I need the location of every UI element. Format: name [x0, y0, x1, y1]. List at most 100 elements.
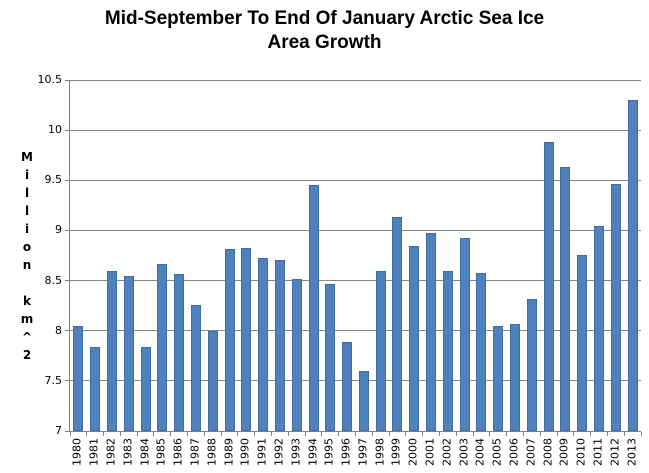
bar-1997: [358, 371, 369, 431]
gridline: [70, 79, 641, 81]
x-tick-label-2008: 2008: [541, 438, 555, 466]
gridline: [70, 129, 641, 131]
bar-2008: [543, 142, 554, 431]
bar-2010: [577, 255, 588, 431]
x-axis-tick: [539, 432, 541, 436]
bar-2001: [426, 233, 437, 431]
x-axis-tick: [338, 432, 340, 436]
x-axis-tick: [640, 432, 642, 436]
x-tick-label-2000: 2000: [406, 438, 420, 466]
y-axis-title-char: n: [22, 257, 32, 272]
bar-2007: [526, 299, 537, 431]
x-tick-label-1982: 1982: [104, 438, 118, 466]
x-axis-tick: [422, 432, 424, 436]
chart-title-line1: Mid-September To End Of January Arctic S…: [104, 8, 545, 29]
bar-1985: [157, 264, 168, 431]
x-tick-label-1992: 1992: [272, 438, 286, 466]
bar-1987: [190, 305, 201, 431]
x-tick-label-2011: 2011: [591, 438, 605, 466]
bar-1984: [140, 347, 151, 431]
x-axis-tick: [69, 432, 71, 436]
bar-2011: [594, 226, 604, 431]
plot-area: [65, 79, 642, 436]
x-axis-tick: [590, 432, 592, 436]
bar-1981: [90, 347, 101, 431]
x-axis-tick: [254, 432, 256, 436]
bar-1980: [73, 326, 84, 431]
x-tick-label-1991: 1991: [255, 438, 269, 466]
x-axis-tick: [237, 432, 239, 436]
x-axis-tick: [522, 432, 524, 436]
x-axis-tick: [405, 432, 407, 436]
bar-2009: [560, 167, 571, 431]
bar-2012: [610, 184, 621, 431]
x-tick-label-1998: 1998: [373, 438, 387, 466]
x-axis-tick: [103, 432, 105, 436]
bar-1988: [207, 331, 218, 431]
x-tick-label-1985: 1985: [154, 438, 168, 466]
bar-1986: [174, 274, 185, 431]
x-axis-tick: [271, 432, 273, 436]
y-tick-label: 8: [55, 323, 62, 337]
bar-2013: [627, 100, 638, 431]
bar-1999: [392, 217, 403, 431]
y-tick-label: 10: [48, 123, 62, 137]
bar-2006: [510, 324, 521, 431]
y-tick-label: 9.5: [44, 173, 63, 187]
bar-1994: [308, 185, 319, 431]
y-axis-tick: [65, 229, 69, 231]
bar-2002: [442, 271, 453, 431]
x-tick-label-2006: 2006: [507, 438, 521, 466]
y-axis-title-char: k: [23, 293, 31, 308]
x-tick-label-1981: 1981: [87, 438, 101, 466]
y-axis-title-char: 2: [22, 347, 32, 362]
bar-2004: [476, 273, 487, 431]
gridline: [70, 229, 641, 231]
y-axis-tick: [65, 79, 69, 81]
gridline: [70, 380, 641, 382]
bar-1991: [258, 258, 269, 431]
y-tick-label: 9: [55, 223, 62, 237]
bar-1983: [123, 276, 134, 431]
y-tick-label: 7.5: [44, 373, 63, 387]
y-axis-title-char: M: [21, 149, 33, 164]
bar-2003: [459, 238, 470, 431]
x-tick-label-2004: 2004: [473, 438, 487, 466]
x-axis-tick: [506, 432, 508, 436]
y-axis-tick: [65, 380, 69, 382]
x-tick-label-2002: 2002: [440, 438, 454, 466]
x-tick-label-1984: 1984: [138, 438, 152, 466]
x-tick-label-1996: 1996: [339, 438, 353, 466]
bar-2000: [409, 246, 420, 431]
x-tick-label-1989: 1989: [222, 438, 236, 466]
x-tick-label-2012: 2012: [608, 438, 622, 466]
chart-title-line2: Area Growth: [267, 32, 382, 53]
bar-1998: [375, 271, 386, 431]
y-axis-title-char: ^: [21, 329, 33, 344]
y-tick-label: 7: [55, 424, 62, 437]
x-axis-tick: [355, 432, 356, 436]
x-axis-tick: [153, 432, 155, 436]
x-tick-label-1993: 1993: [289, 438, 303, 466]
x-tick-label-1983: 1983: [121, 438, 135, 466]
x-axis-tick: [220, 432, 222, 436]
x-axis-tick: [438, 432, 440, 436]
x-tick-label-2010: 2010: [574, 438, 588, 466]
y-axis-title-char: o: [22, 239, 32, 254]
x-axis-tick: [573, 432, 575, 436]
x-axis-tick: [86, 432, 88, 436]
x-axis-tick: [136, 432, 138, 436]
x-tick-label-1987: 1987: [188, 438, 202, 466]
x-axis-tick: [203, 432, 205, 436]
y-axis-title-char: m: [20, 311, 34, 326]
x-axis-tick: [388, 432, 390, 436]
gridline: [70, 179, 641, 181]
x-tick-label-1980: 1980: [70, 438, 84, 466]
bar-1990: [241, 248, 252, 431]
x-axis-tick: [187, 432, 189, 436]
x-axis-tick: [321, 432, 323, 436]
y-axis-tick: [65, 280, 69, 282]
x-axis-tick: [556, 432, 558, 436]
y-axis-title-char: i: [24, 167, 30, 182]
